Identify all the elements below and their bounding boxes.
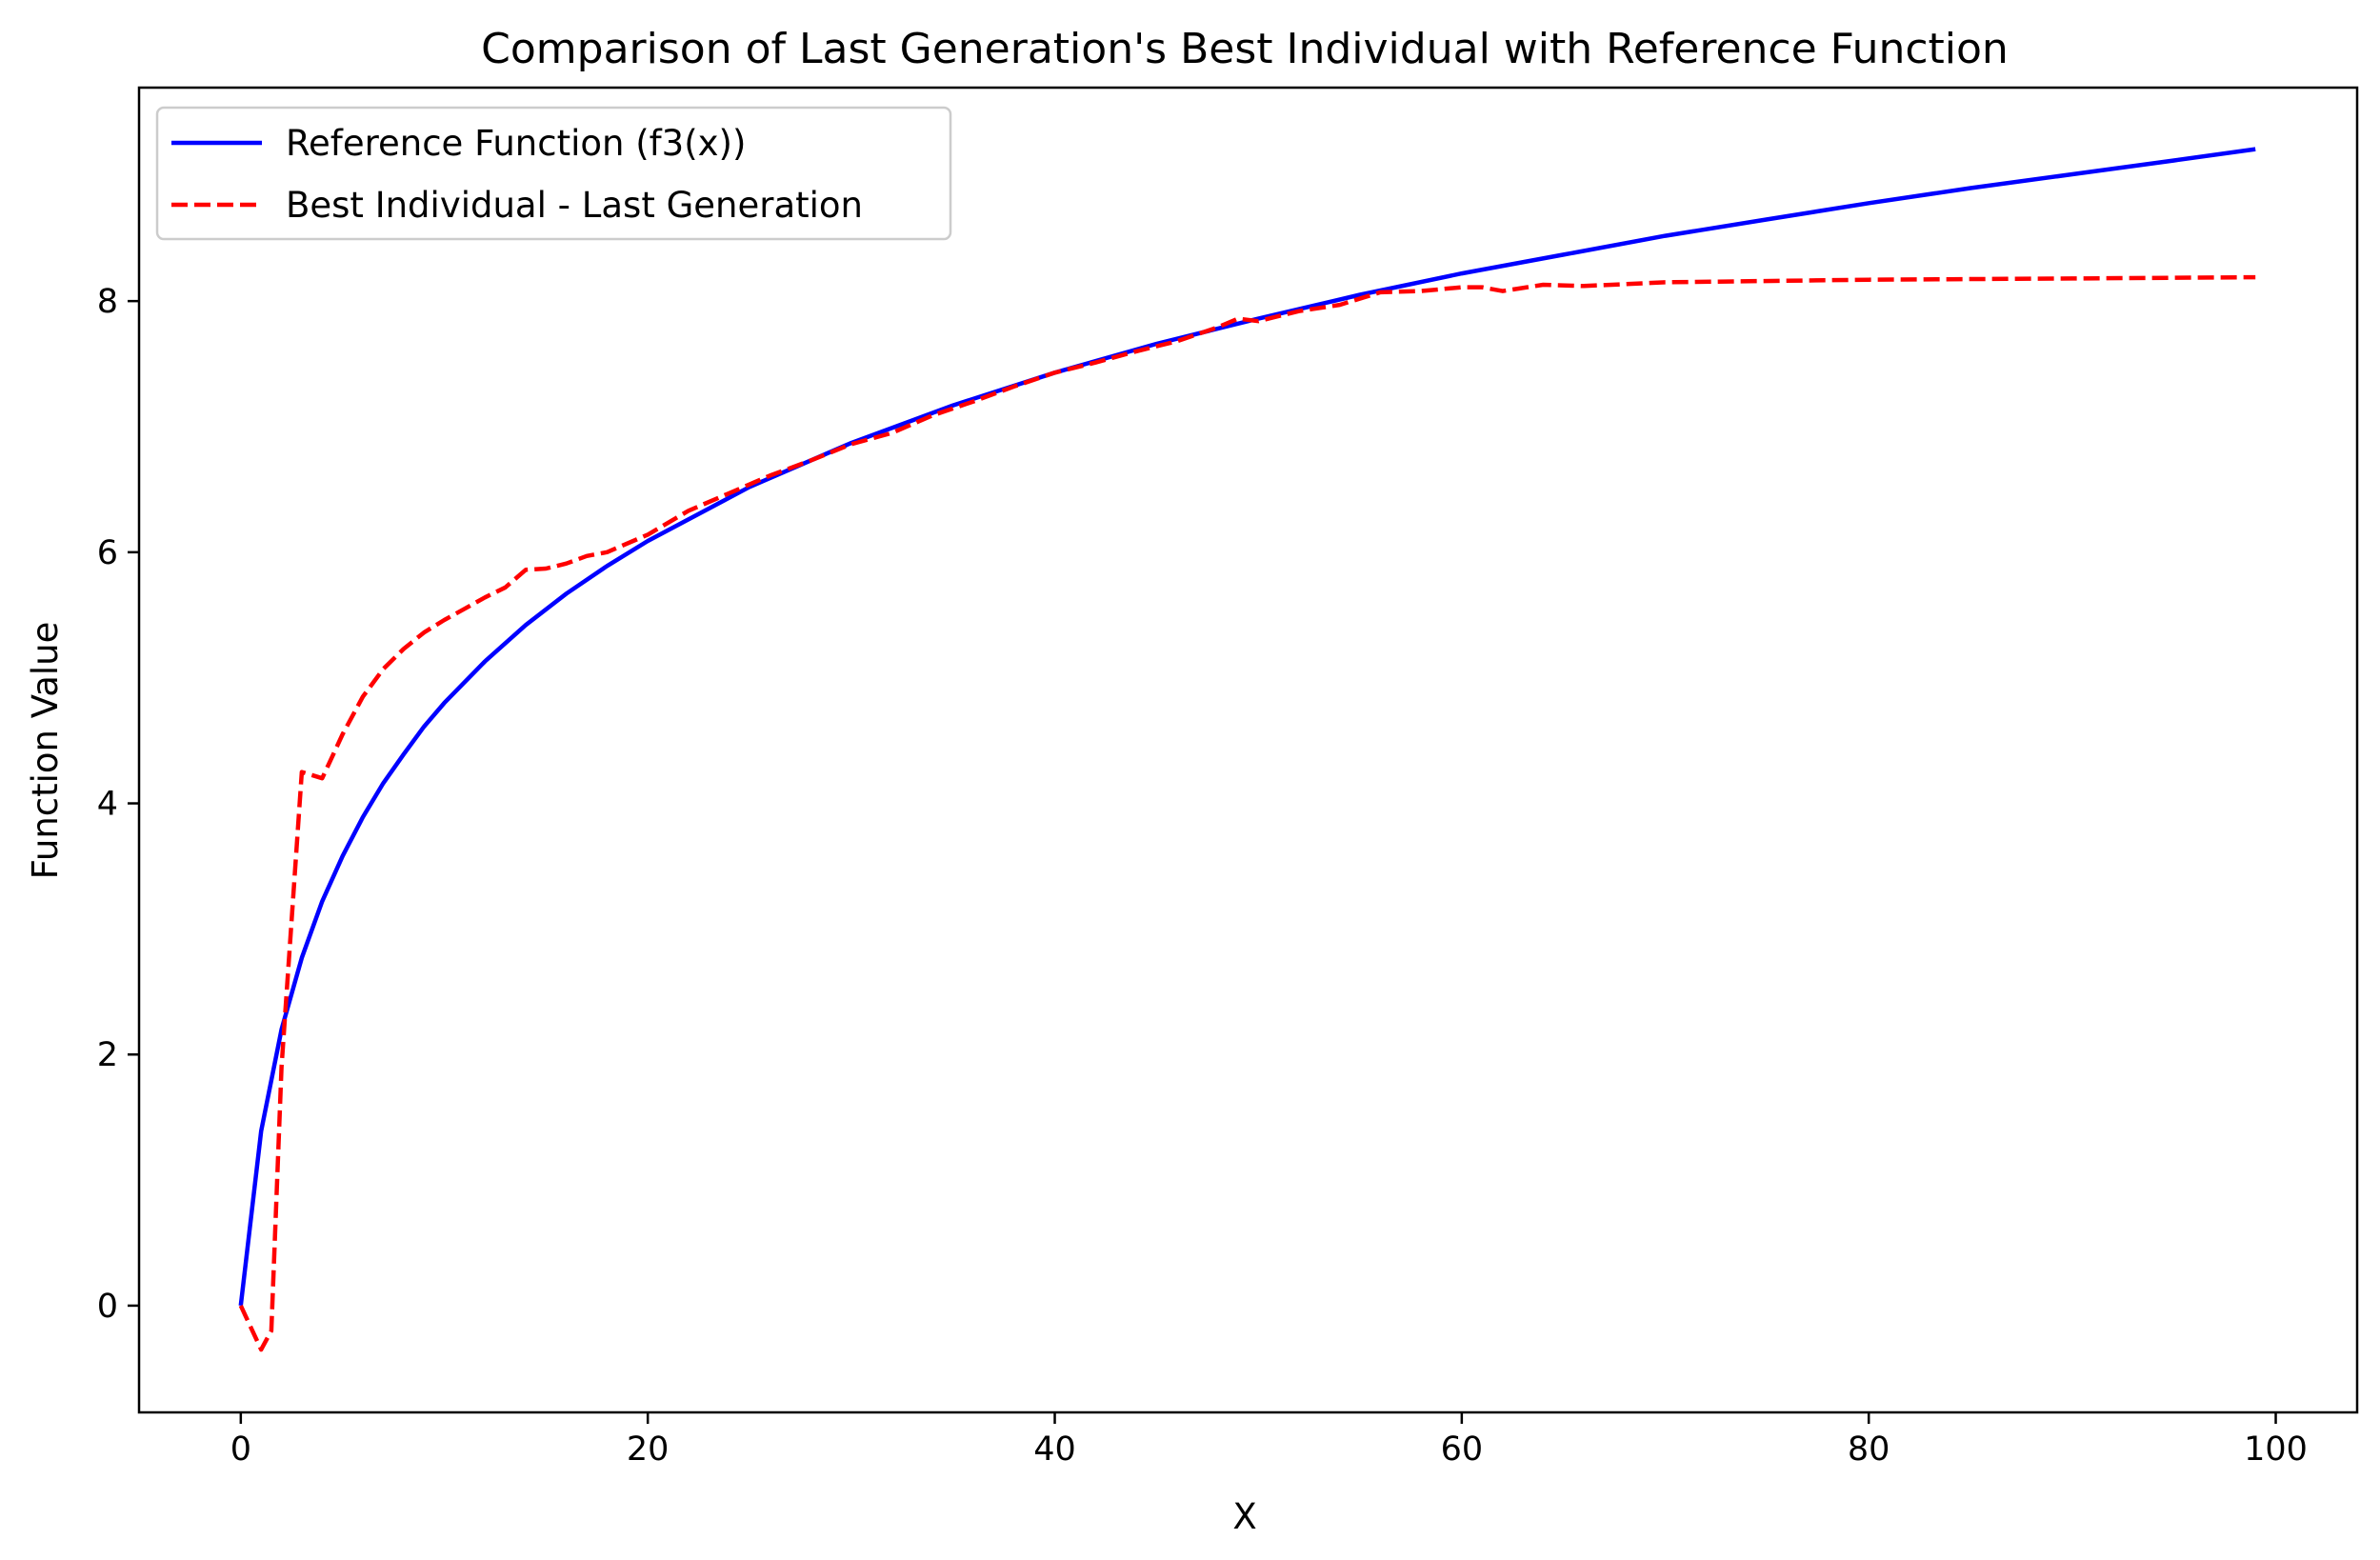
legend-label-0: Reference Function (f3(x)) <box>286 123 746 164</box>
x-tick-label: 0 <box>230 1430 251 1469</box>
legend-box <box>155 106 952 241</box>
axes: 0 20 40 60 80 100 0 2 4 6 8 <box>97 86 2359 1469</box>
x-tick-label: 60 <box>1441 1430 1484 1469</box>
y-tick-label: 6 <box>97 534 118 572</box>
series-line-0 <box>238 147 2256 1307</box>
legend-label-1: Best Individual - Last Generation <box>286 185 863 226</box>
chart-title: Comparison of Last Generation's Best Ind… <box>481 25 2009 73</box>
y-axis-label: Function Value <box>25 622 66 880</box>
y-tick-label: 4 <box>97 786 118 824</box>
x-tick-label: 100 <box>2244 1430 2308 1469</box>
y-tick-label: 0 <box>97 1288 118 1326</box>
x-axis-label: X <box>1232 1496 1256 1537</box>
y-tick-label: 8 <box>97 283 118 321</box>
x-tick-label: 80 <box>1848 1430 1890 1469</box>
series-line-1 <box>238 274 2256 1352</box>
y-tick-label: 2 <box>97 1036 118 1074</box>
axes-frame <box>137 86 2359 1414</box>
plot-area <box>238 147 2256 1352</box>
x-tick-label: 40 <box>1033 1430 1076 1469</box>
legend: Reference Function (f3(x)) Best Individua… <box>155 106 952 241</box>
x-tick-label: 20 <box>627 1430 670 1469</box>
